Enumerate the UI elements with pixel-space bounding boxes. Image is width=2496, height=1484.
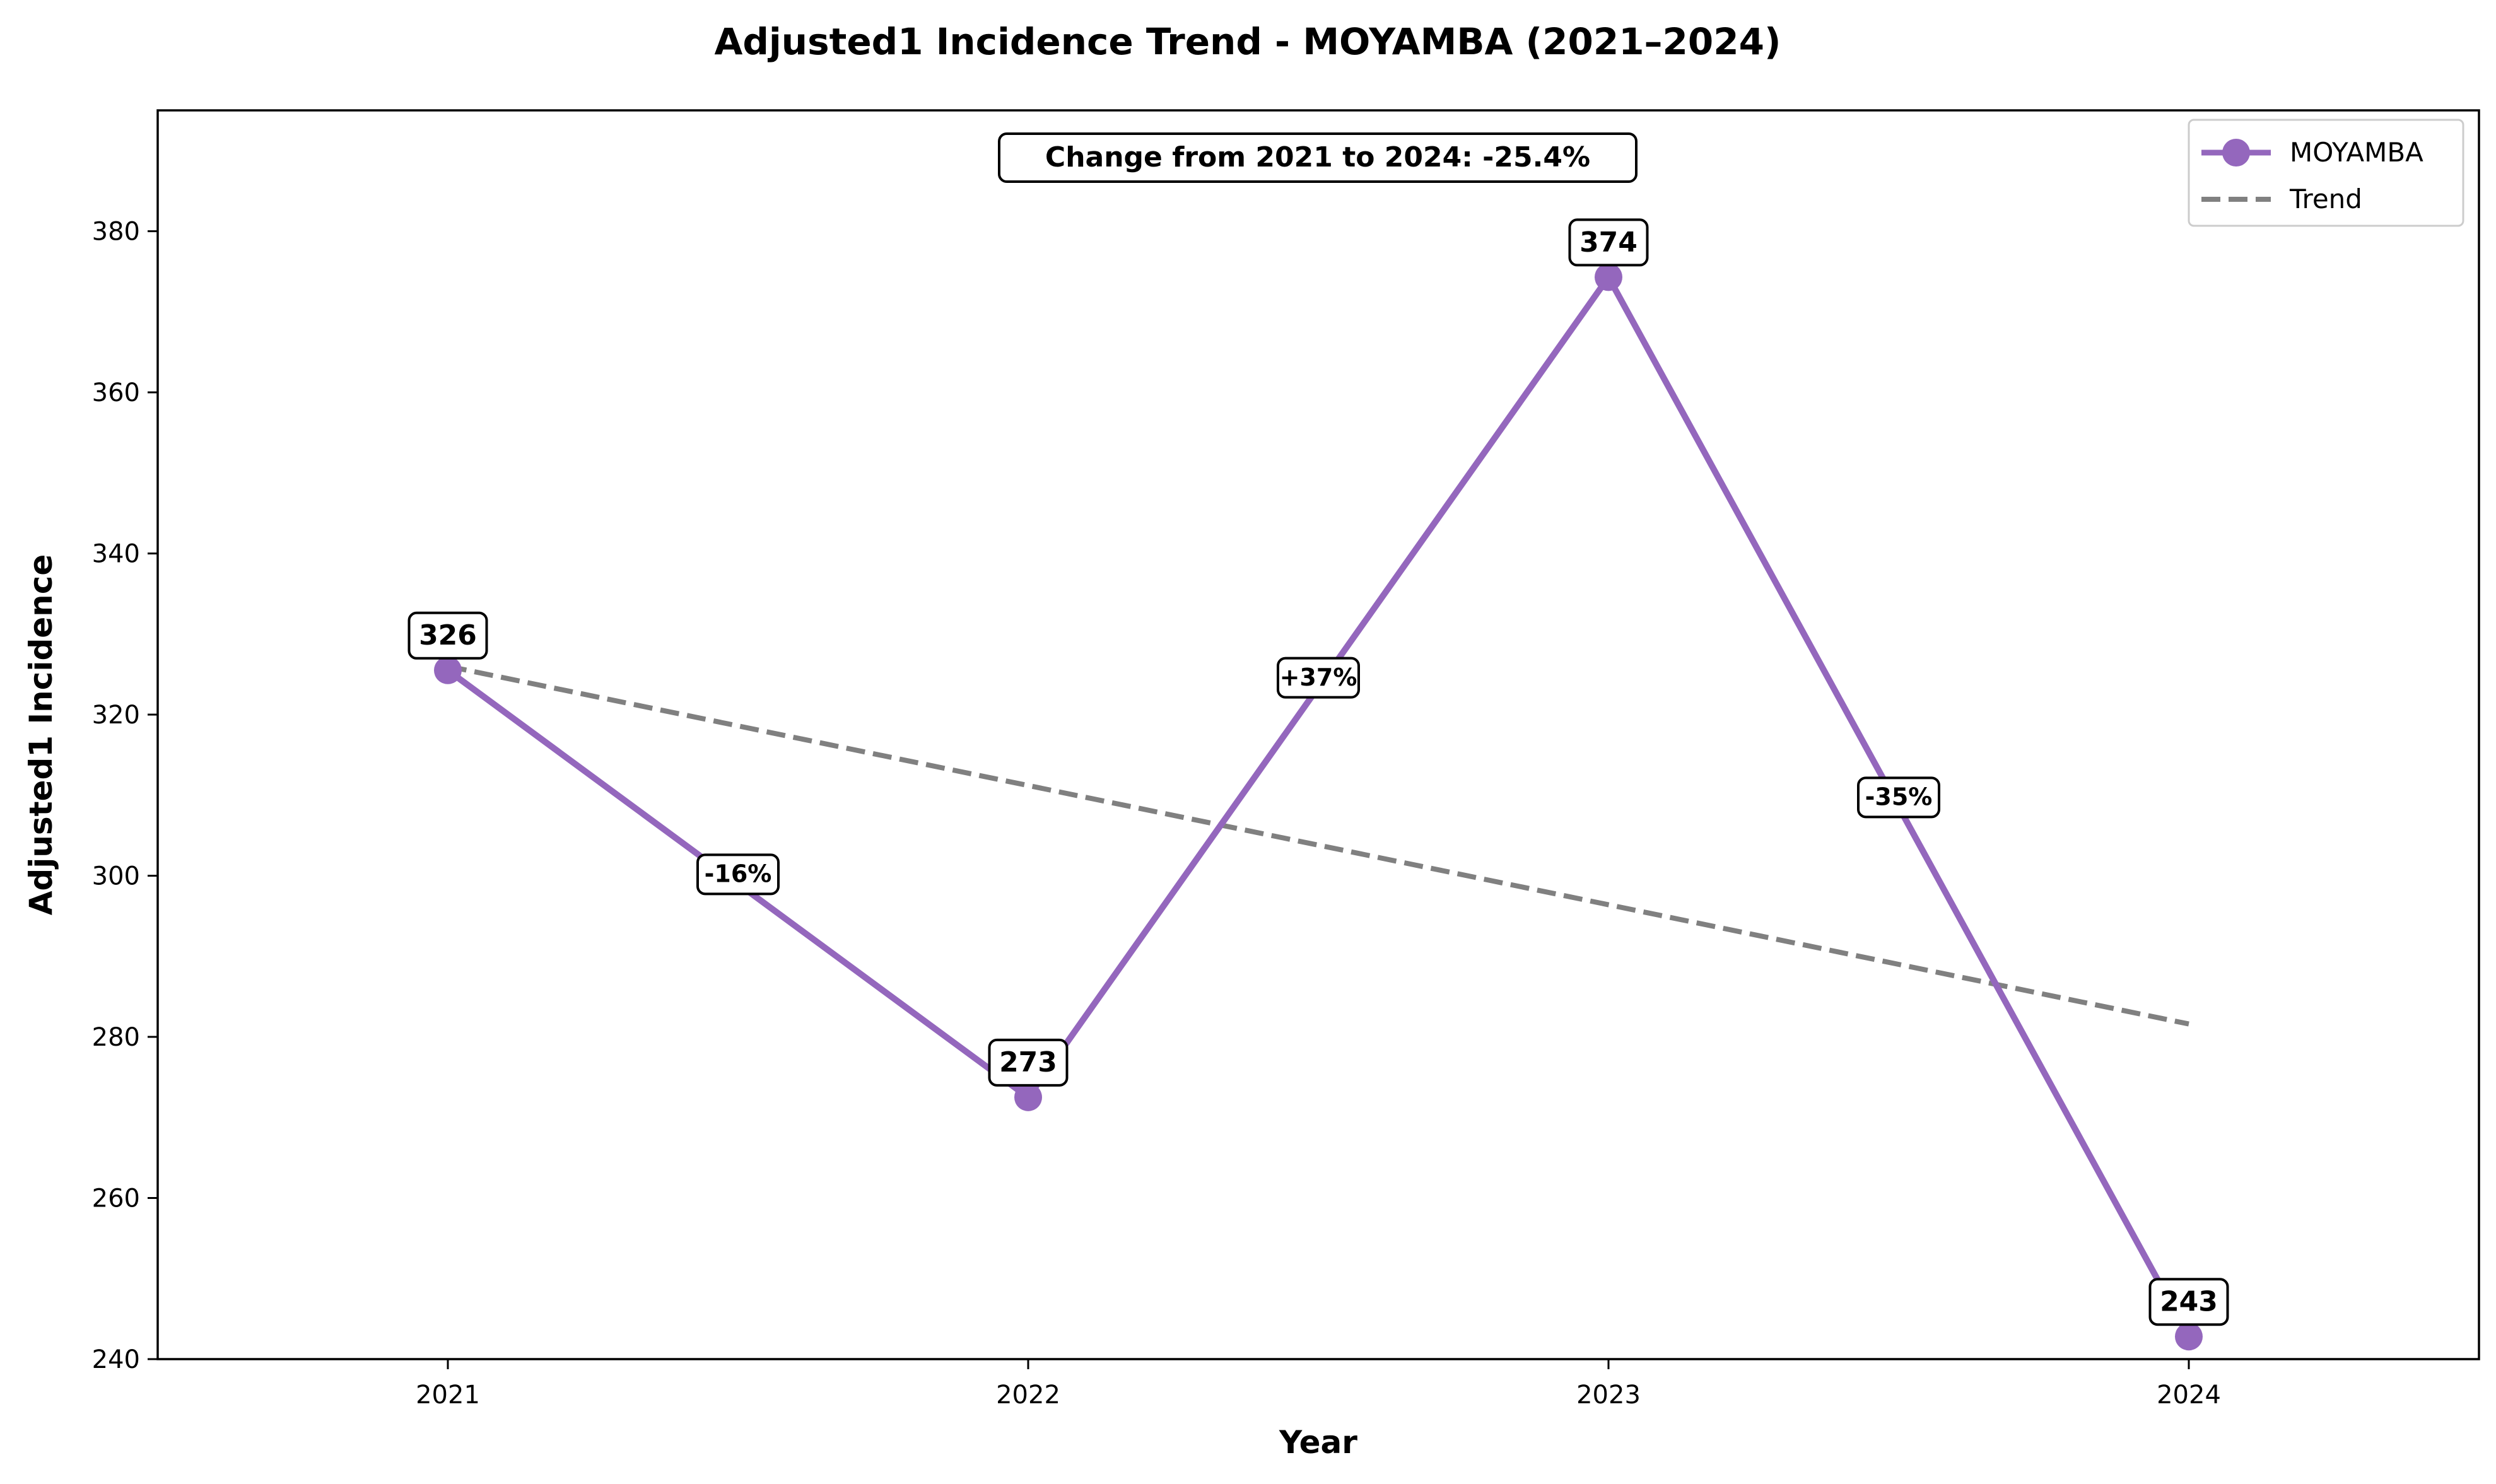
legend: MOYAMBA Trend xyxy=(2188,119,2464,227)
legend-trend-label: Trend xyxy=(2289,184,2362,214)
segment-change-label: -35% xyxy=(1857,776,1940,819)
labels-layer: 326 273 374 243 -16% +37% -35% xyxy=(407,218,2229,1326)
segment-change-label-box xyxy=(696,853,780,896)
change-annotation: Change from 2021 to 2024: -25.4% xyxy=(998,132,1638,183)
x-tick-label: 2022 xyxy=(996,1381,1060,1410)
segment-change-label-box xyxy=(1857,776,1940,819)
legend-moyamba-label: MOYAMBA xyxy=(2290,137,2423,168)
chart-title: Adjusted1 Incidence Trend - MOYAMBA (202… xyxy=(715,20,1781,63)
y-tick-label: 380 xyxy=(92,218,140,247)
value-label: 243 xyxy=(2148,1278,2229,1326)
value-label-text: 243 xyxy=(2160,1286,2218,1318)
y-axis: 240 260 280 300 320 340 360 380 xyxy=(92,218,158,1374)
trend-line xyxy=(447,663,2189,1027)
value-label: 326 xyxy=(407,611,488,660)
value-label: 374 xyxy=(1568,218,1649,267)
x-axis: 2021 2022 2023 2024 xyxy=(416,1359,2221,1410)
data-point-marker xyxy=(2175,1323,2203,1351)
value-label-box xyxy=(407,611,488,660)
value-label-text: 273 xyxy=(999,1046,1057,1078)
plot-area xyxy=(156,109,2480,1360)
legend-moyamba-marker xyxy=(2222,139,2250,167)
data-point-marker xyxy=(434,656,462,684)
segment-change-label: +37% xyxy=(1277,657,1360,699)
segment-change-label-text: -35% xyxy=(1865,783,1933,811)
change-annotation-text: Change from 2021 to 2024: -25.4% xyxy=(1045,141,1590,173)
y-tick-label: 240 xyxy=(92,1345,140,1374)
value-label-box xyxy=(988,1038,1069,1087)
y-tick-label: 300 xyxy=(92,862,140,891)
x-axis-label: Year xyxy=(1279,1424,1357,1461)
data-point-marker xyxy=(1014,1083,1042,1111)
data-point-marker xyxy=(1595,263,1622,291)
segment-change-label-box xyxy=(1277,657,1360,699)
value-label-text: 326 xyxy=(419,619,477,651)
x-tick-label: 2021 xyxy=(416,1381,480,1410)
segment-change-label-text: +37% xyxy=(1280,663,1357,691)
y-tick-label: 280 xyxy=(92,1023,140,1052)
segment-change-label: -16% xyxy=(696,853,780,896)
value-label: 273 xyxy=(988,1038,1069,1087)
value-label-box xyxy=(1568,218,1649,267)
change-annotation-box xyxy=(998,132,1638,183)
y-tick-label: 360 xyxy=(92,378,140,407)
value-label-box xyxy=(2148,1278,2229,1326)
y-axis-label: Adjusted1 Incidence xyxy=(23,554,59,916)
x-tick-label: 2024 xyxy=(2157,1381,2221,1410)
segment-change-label-text: -16% xyxy=(705,860,772,888)
value-label-text: 374 xyxy=(1579,226,1638,259)
y-tick-label: 260 xyxy=(92,1184,140,1213)
y-tick-label: 340 xyxy=(92,540,140,569)
x-tick-label: 2023 xyxy=(1576,1381,1641,1410)
y-tick-label: 320 xyxy=(92,701,140,730)
